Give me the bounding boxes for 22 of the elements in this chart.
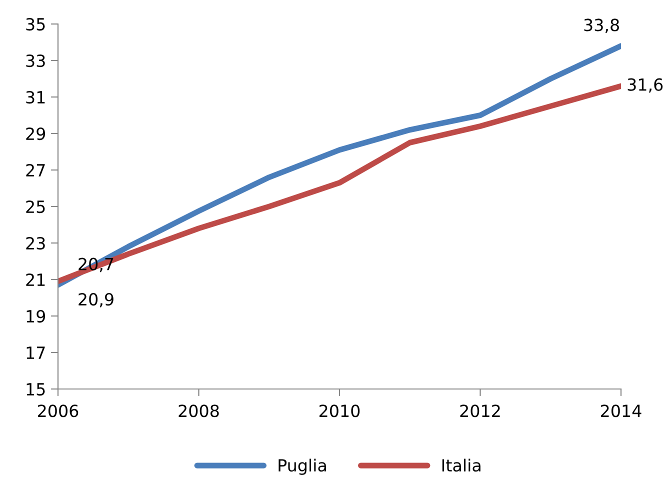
legend-label: Puglia	[278, 458, 326, 475]
data-label: 20,7	[78, 258, 114, 272]
data-label: 31,6	[628, 78, 663, 93]
y-tick-label: 15	[26, 383, 45, 396]
y-tick-label: 35	[26, 18, 45, 31]
data-label: 33,8	[584, 18, 619, 33]
y-tick-label: 21	[26, 273, 45, 286]
x-tick-label: 2006	[38, 404, 78, 418]
y-tick-label: 17	[26, 346, 45, 359]
legend-label: Italia	[442, 458, 480, 472]
x-tick-label: 2008	[178, 404, 219, 418]
data-label: 20,9	[78, 293, 114, 308]
y-tick-label: 31	[26, 90, 45, 104]
y-tick-label: 23	[26, 236, 45, 250]
x-tick-label: 2014	[601, 404, 642, 418]
x-tick-label: 2010	[320, 404, 360, 418]
y-tick-label: 29	[26, 127, 46, 140]
y-tick-label: 27	[26, 164, 45, 176]
y-tick-label: 19	[26, 310, 46, 323]
x-tick-label: 2012	[460, 404, 500, 418]
y-tick-label: 25	[26, 200, 45, 214]
y-tick-label: 33	[26, 54, 45, 68]
